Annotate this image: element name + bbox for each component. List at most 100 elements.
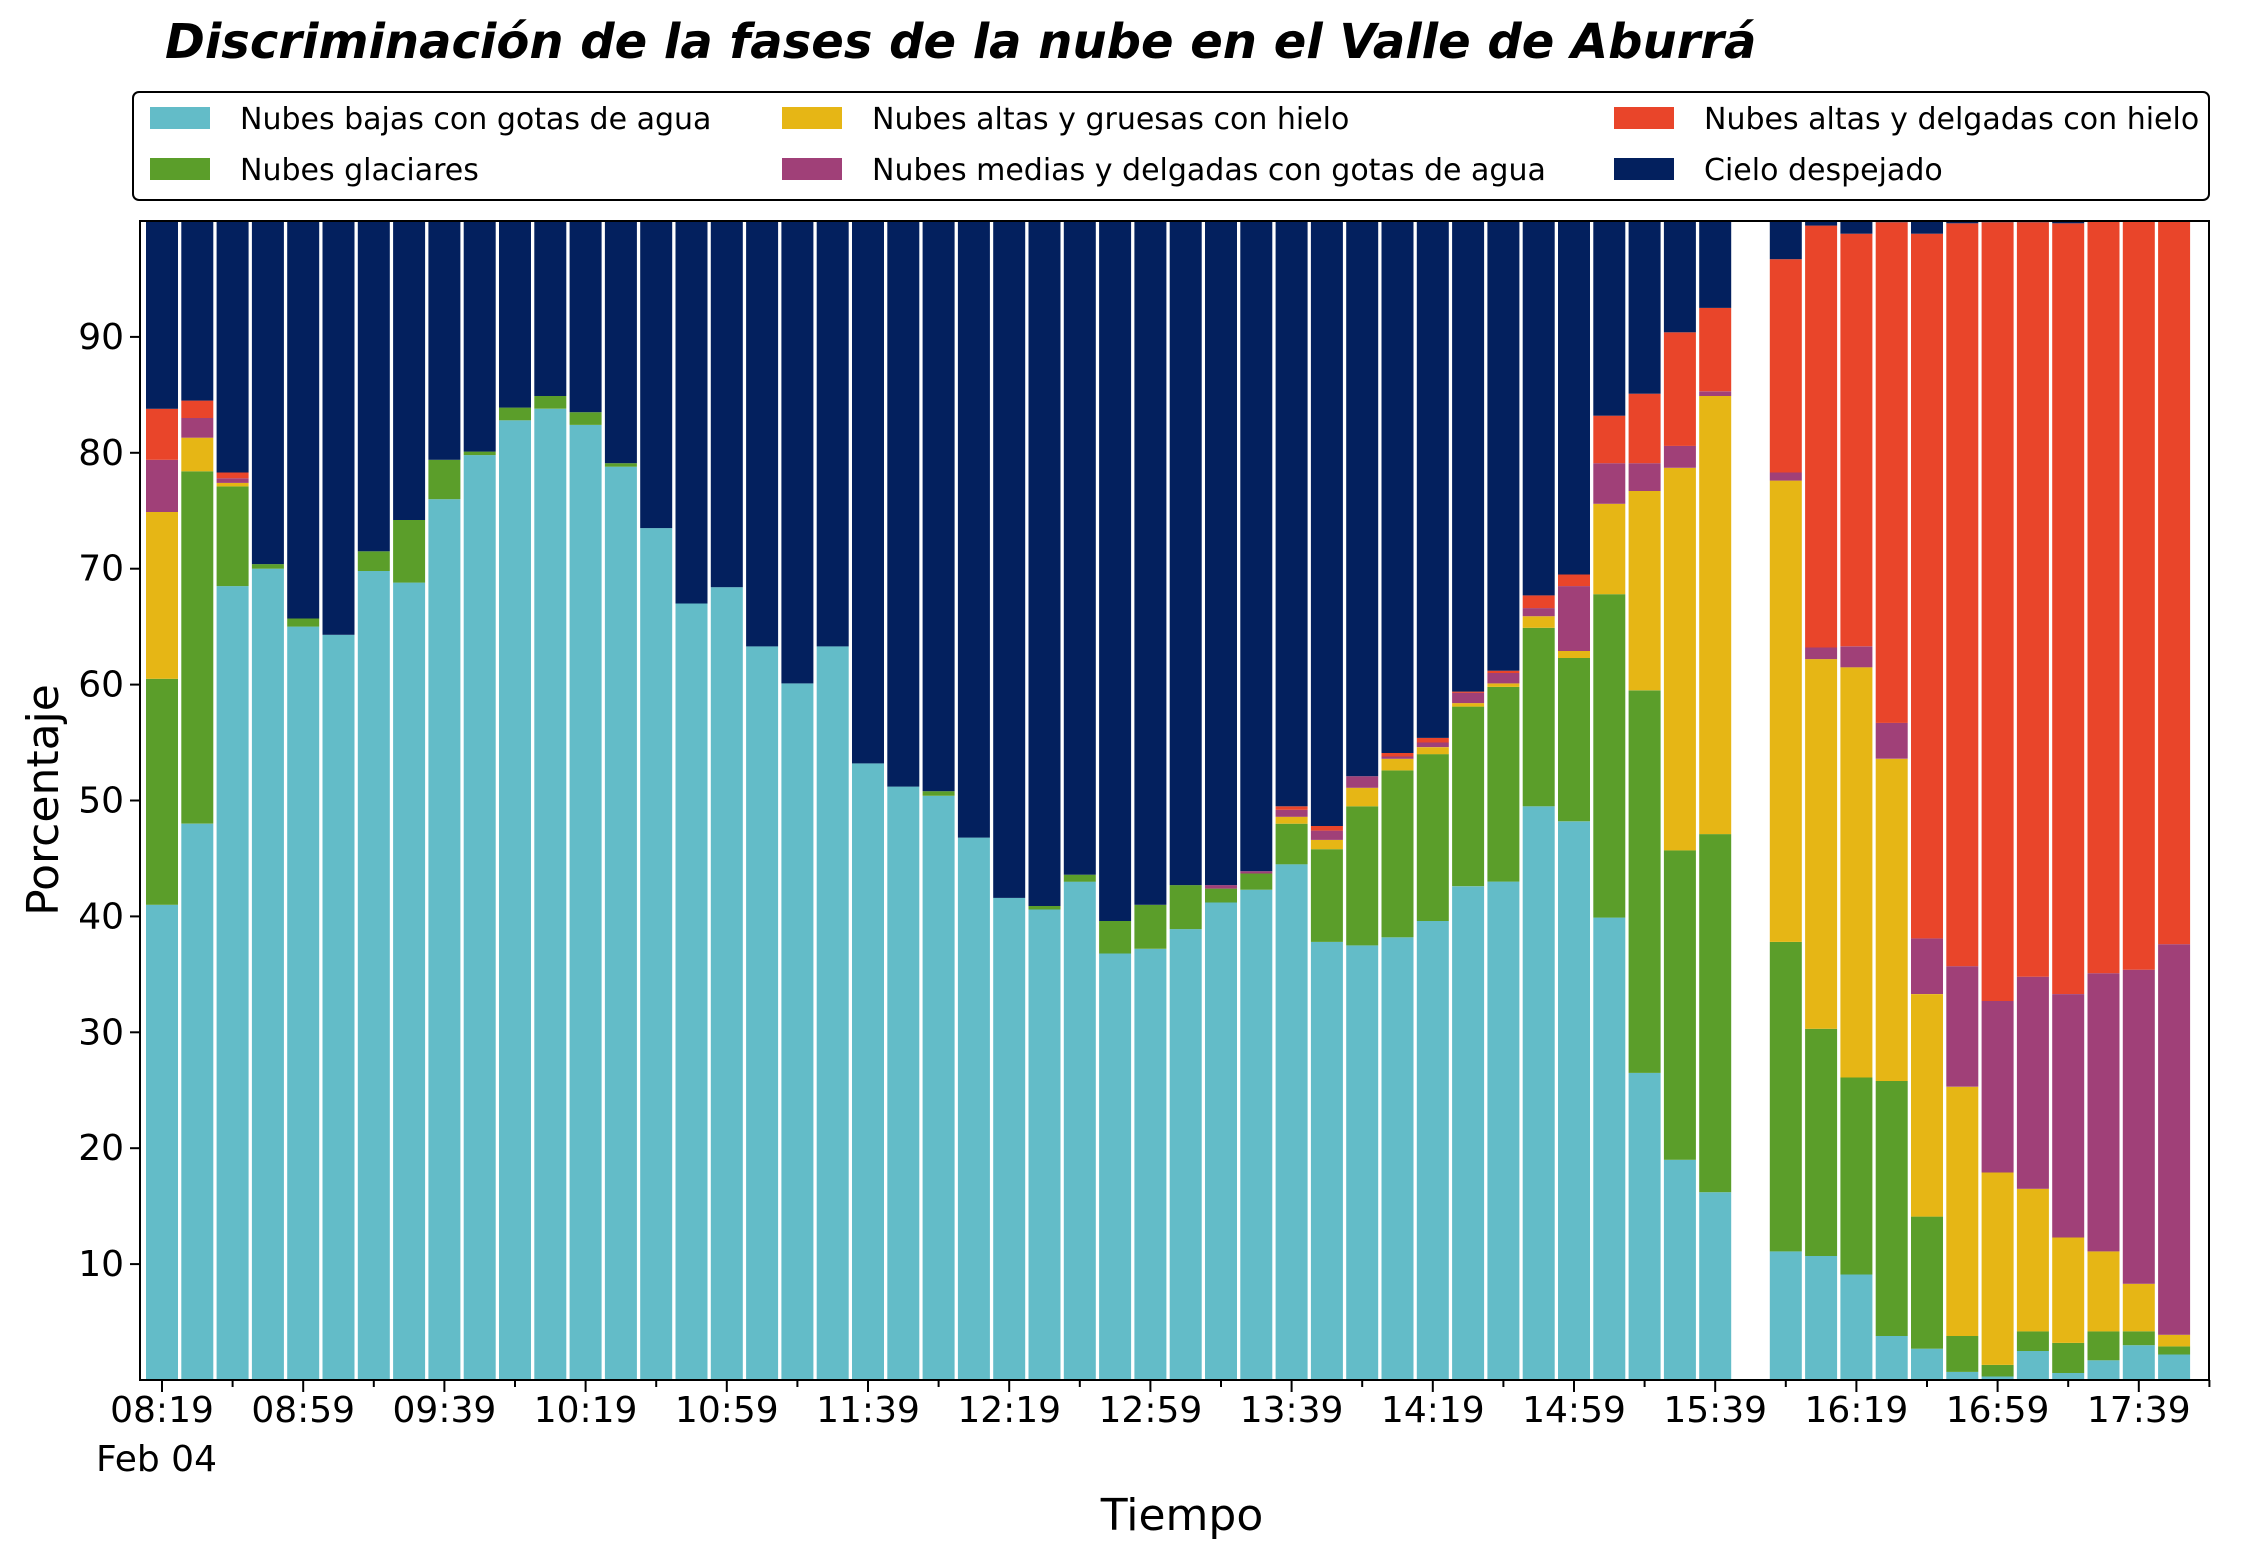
bar-segment — [1663, 445, 1696, 468]
bar-segment — [181, 437, 214, 472]
bar-segment — [1452, 692, 1485, 704]
bar-segment — [1840, 667, 1873, 1078]
bar-segment — [1487, 881, 1520, 1380]
bar-segment — [2087, 1251, 2120, 1332]
legend-swatch — [150, 158, 210, 180]
bar-segment — [393, 221, 426, 520]
bar-segment — [1875, 722, 1908, 759]
bar-segment — [1875, 222, 1908, 723]
bar-segment — [1381, 770, 1414, 938]
bar-segment — [993, 221, 1026, 898]
bar-segment — [1769, 472, 1802, 481]
bar-segment — [2052, 994, 2085, 1238]
bar-segment — [1063, 881, 1096, 1380]
legend-label: Nubes altas y delgadas con hielo — [1704, 102, 2199, 137]
legend-frame — [132, 91, 2210, 201]
bar-segment — [675, 603, 708, 1380]
plot-area — [139, 220, 2210, 1381]
y-tick-label: 10 — [78, 1244, 124, 1285]
bar-segment — [1487, 686, 1520, 882]
bar-segment — [1663, 467, 1696, 851]
bar-segment — [887, 786, 920, 1380]
bar-segment — [146, 904, 178, 1380]
bar-segment — [1628, 393, 1661, 464]
bar-segment — [1240, 873, 1273, 890]
bar-segment — [1310, 941, 1343, 1380]
x-tick-label: 08:59 — [251, 1390, 355, 1431]
bar-segment — [216, 221, 249, 473]
bar-segment — [1558, 221, 1590, 575]
bar-segment — [1946, 221, 1979, 224]
bar-segment — [604, 221, 637, 464]
bar-segment — [393, 520, 426, 583]
bar-segment — [499, 221, 531, 408]
bar-segment — [1699, 307, 1732, 392]
bar-segment — [1487, 221, 1520, 671]
bar-segment — [887, 221, 920, 787]
bar-segment — [1275, 221, 1308, 807]
bar-segment — [1840, 1274, 1873, 1380]
bar-segment — [146, 511, 178, 679]
bar-segment — [1911, 994, 1943, 1217]
bar-segment — [746, 221, 779, 647]
bar-segment — [1840, 1077, 1873, 1275]
bar-segment — [1663, 850, 1696, 1160]
bar-segment — [1558, 821, 1590, 1380]
bar-segment — [1593, 221, 1626, 416]
bar-segment — [816, 221, 849, 647]
bar-segment — [1522, 595, 1555, 609]
x-tick-label: 14:19 — [1381, 1390, 1485, 1431]
bar-segment — [1522, 221, 1555, 596]
bar-segment — [1911, 938, 1943, 994]
bar-segment — [463, 455, 496, 1381]
y-tick-label: 40 — [78, 896, 124, 937]
chart-title: Discriminación de la fases de la nube en… — [165, 14, 1756, 70]
bar-segment — [2087, 221, 2120, 974]
bar-segment — [1628, 463, 1661, 491]
legend-label: Nubes bajas con gotas de agua — [240, 102, 711, 137]
bar-segment — [1310, 830, 1343, 840]
bar-segment — [2122, 1283, 2155, 1332]
legend-swatch — [1614, 158, 1674, 180]
x-tick-label: 17:39 — [2087, 1390, 2191, 1431]
legend-swatch — [1614, 107, 1674, 129]
bar-segment — [1028, 906, 1061, 910]
bar-segment — [1099, 953, 1132, 1380]
bar-segment — [428, 499, 461, 1380]
bar-segment — [2158, 1346, 2191, 1355]
bar-segment — [1275, 806, 1308, 810]
bar-segment — [2122, 1345, 2155, 1380]
bar-segment — [216, 482, 249, 487]
bar-segment — [640, 221, 673, 529]
bar-segment — [1416, 221, 1449, 738]
bar-segment — [428, 221, 461, 460]
bar-segment — [1522, 608, 1555, 617]
legend: Nubes bajas con gotas de agua Nubes altas… — [132, 91, 2210, 201]
bar-segment — [1593, 594, 1626, 918]
bar-segment — [922, 221, 955, 792]
bar-segment — [287, 626, 320, 1380]
bar-segment — [2016, 1351, 2049, 1380]
bar-segment — [1981, 1001, 2014, 1173]
bar-segment — [852, 221, 884, 764]
bar-segment — [1875, 1336, 1908, 1380]
bar-segment — [322, 634, 355, 1380]
bar-segment — [1487, 673, 1520, 684]
bar-segment — [1310, 826, 1343, 831]
bar-segment — [1628, 690, 1661, 1073]
bar-segment — [1275, 823, 1308, 865]
bar-segment — [1522, 627, 1555, 807]
bar-segment — [2158, 1334, 2191, 1347]
bar-segment — [1522, 616, 1555, 628]
bar-segment — [1911, 1216, 1943, 1349]
bar-segment — [1805, 647, 1838, 660]
bar-segment — [1593, 917, 1626, 1380]
bar-segment — [2052, 223, 2085, 995]
bar-segment — [251, 221, 284, 565]
bar-segment — [852, 763, 884, 1380]
bar-segment — [1240, 889, 1273, 1380]
bar-segment — [781, 683, 814, 1380]
bar-segment — [957, 837, 990, 1380]
x-tick-label: 14:59 — [1522, 1390, 1626, 1431]
